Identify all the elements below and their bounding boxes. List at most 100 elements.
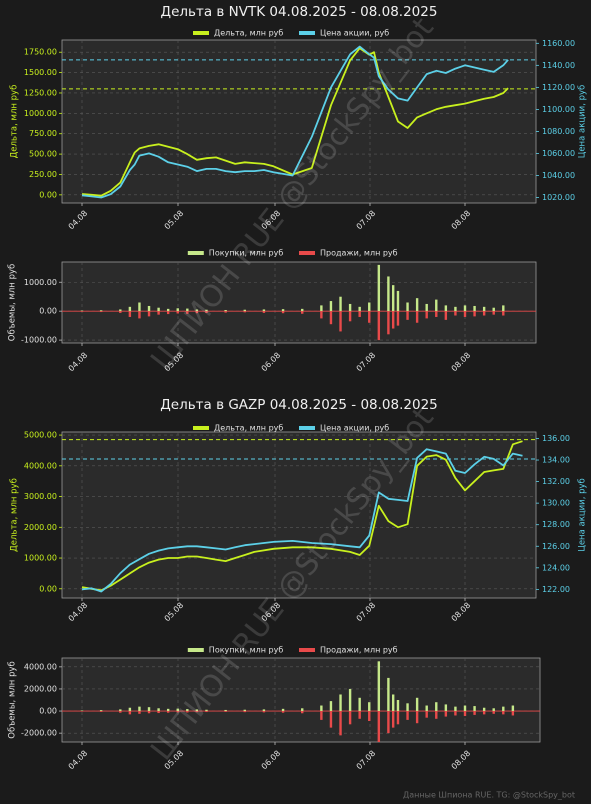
gazp-volume-chart-ytick-label: 0.00 xyxy=(39,707,57,716)
nvtk-delta-chart-ytick-label: 750.00 xyxy=(29,129,57,138)
nvtk-volume-chart-sell-bar xyxy=(186,311,189,314)
gazp-volume-chart-buy-bar xyxy=(147,707,151,712)
gazp-volume-chart-sell-bar xyxy=(368,711,371,721)
gazp-volume-chart-sell-bar xyxy=(186,711,189,713)
nvtk-delta-chart-ylabel: Дельта, млн руб xyxy=(10,85,20,159)
nvtk-volume-chart-buy-bar xyxy=(339,296,342,312)
nvtk-delta-chart-ytick-right-label: 1080.00 xyxy=(542,127,575,136)
gazp-volume-chart-buy-bar xyxy=(195,709,199,712)
nvtk-volume-chart-ylabel: Объемы, млн руб xyxy=(8,264,18,341)
nvtk-volume-chart-buy-bar xyxy=(368,302,371,312)
nvtk-volume-chart-buy-bar xyxy=(128,306,132,312)
nvtk-delta-chart-ytick-right-label: 1100.00 xyxy=(542,105,575,114)
gazp-delta-chart-ytick-right-label: 126.00 xyxy=(542,542,570,551)
nvtk-volume-chart-buy-bar xyxy=(463,305,467,312)
nvtk-delta-chart-ytick-label: 1500.00 xyxy=(24,68,57,77)
nvtk-volume-chart-sell-bar xyxy=(348,311,352,322)
gazp-volume-chart-sell-bar xyxy=(224,711,227,712)
nvtk-volume-chart-sell-bar xyxy=(329,311,333,325)
gazp-delta-chart-ytick-label: 0.00 xyxy=(39,584,57,593)
gazp-volume-chart-buy-bar xyxy=(281,708,285,712)
nvtk-volume-chart-sell-bar xyxy=(301,311,304,314)
gazp-delta-chart-title: Дельта в GAZP 04.08.2025 - 08.08.2025 xyxy=(160,397,438,413)
gazp-volume-chart-sell-bar xyxy=(358,711,361,719)
nvtk-volume-chart-buy-bar xyxy=(157,307,160,312)
gazp-volume-chart-sell-bar xyxy=(80,711,84,712)
gazp-delta-chart-legend-label: Дельта, млн руб xyxy=(214,424,283,433)
nvtk-delta-chart-ytick-right-label: 1040.00 xyxy=(542,171,575,180)
gazp-volume-chart-buy-bar xyxy=(473,706,476,712)
nvtk-volume-chart-buy-bar xyxy=(377,264,381,312)
nvtk-delta-chart-ytick-label: 1000.00 xyxy=(24,109,57,118)
nvtk-volume-chart-sell-bar xyxy=(377,311,381,341)
gazp-volume-chart-ytick-label: 2000.00 xyxy=(24,684,57,693)
nvtk-volume-chart-sell-bar xyxy=(224,311,227,313)
gazp-volume-chart-sell-bar xyxy=(320,711,323,720)
gazp-volume-chart-buy-bar xyxy=(391,694,395,712)
gazp-volume-chart-ytick-label: 4000.00 xyxy=(24,662,57,671)
gazp-volume-chart-buy-bar xyxy=(119,709,122,712)
nvtk-delta-chart-ytick-right-label: 1020.00 xyxy=(542,193,575,202)
nvtk-delta-chart-legend-label: Цена акции, руб xyxy=(320,29,389,38)
nvtk-delta-chart-ytick-label: 1750.00 xyxy=(24,48,57,57)
gazp-volume-chart-buy-bar xyxy=(128,707,132,712)
nvtk-volume-chart-sell-bar xyxy=(482,311,486,316)
gazp-volume-chart-buy-bar xyxy=(99,710,103,712)
nvtk-volume-chart-sell-bar xyxy=(119,311,122,313)
gazp-delta-chart-ylabel: Дельта, млн руб xyxy=(10,478,20,552)
gazp-volume-chart-buy-bar xyxy=(435,702,438,712)
nvtk-volume-chart-sell-bar xyxy=(243,311,246,313)
gazp-volume-chart-buy-bar xyxy=(454,706,457,712)
nvtk-volume-chart-buy-bar xyxy=(301,308,304,312)
nvtk-volume-chart-sell-bar xyxy=(176,311,179,314)
gazp-volume-chart-buy-bar xyxy=(157,708,160,712)
gazp-volume-chart-sell-bar xyxy=(463,711,467,717)
nvtk-volume-chart-buy-bar xyxy=(119,309,122,312)
nvtk-volume-chart-buy-bar xyxy=(358,306,361,312)
nvtk-volume-chart-buy-bar xyxy=(80,310,84,312)
gazp-volume-chart-buy-bar xyxy=(463,705,467,712)
nvtk-volume-chart-sell-bar xyxy=(444,311,448,320)
nvtk-volume-chart-buy-bar xyxy=(473,305,476,312)
nvtk-volume-chart-buy-bar xyxy=(262,309,266,312)
nvtk-volume-chart-sell-bar xyxy=(138,311,141,319)
nvtk-delta-chart-ytick-right-label: 1060.00 xyxy=(542,149,575,158)
nvtk-volume-chart-buy-bar xyxy=(348,303,352,312)
nvtk-volume-chart-sell-bar xyxy=(166,311,170,315)
nvtk-volume-chart-sell-bar xyxy=(195,311,199,314)
gazp-volume-chart-buy-bar xyxy=(301,708,304,712)
nvtk-volume-chart-buy-bar xyxy=(444,305,448,312)
gazp-volume-chart-buy-bar xyxy=(492,708,495,712)
gazp-volume-chart-buy-bar xyxy=(339,694,342,712)
gazp-volume-chart-legend-label: Продажи, млн руб xyxy=(320,646,398,655)
gazp-volume-chart-sell-bar xyxy=(128,711,132,715)
gazp-delta-chart-ylabel-right: Цена акции, руб xyxy=(578,478,588,552)
nvtk-volume-chart-buy-bar xyxy=(224,310,227,312)
nvtk-delta-chart-ytick-right-label: 1160.00 xyxy=(542,39,575,48)
gazp-volume-chart-sell-bar xyxy=(425,711,428,718)
gazp-volume-chart-buy-bar xyxy=(166,708,170,712)
gazp-volume-chart-sell-bar xyxy=(195,711,199,713)
gazp-volume-chart-sell-bar xyxy=(396,711,400,725)
nvtk-volume-chart-sell-bar xyxy=(387,311,390,335)
nvtk-volume-chart-buy-bar xyxy=(396,290,400,312)
nvtk-volume-chart-legend-swatch xyxy=(299,251,315,255)
nvtk-volume-chart-buy-bar xyxy=(243,309,246,312)
gazp-volume-chart-sell-bar xyxy=(138,711,141,714)
gazp-volume-chart-sell-bar xyxy=(435,711,438,719)
gazp-volume-chart-sell-bar xyxy=(473,711,476,715)
nvtk-volume-chart-buy-bar xyxy=(387,276,390,312)
nvtk-volume-chart-sell-bar xyxy=(368,311,371,323)
nvtk-delta-chart-ytick-label: 0.00 xyxy=(39,190,57,199)
gazp-delta-chart-ytick-right-label: 122.00 xyxy=(542,585,570,594)
nvtk-volume-chart-sell-bar xyxy=(396,311,400,326)
nvtk-delta-chart-legend-swatch xyxy=(299,31,315,35)
nvtk-delta-chart-price-series-line xyxy=(81,45,509,199)
nvtk-volume-chart-plot-area xyxy=(61,261,537,344)
gazp-volume-chart-buy-bar xyxy=(377,661,381,712)
nvtk-volume-chart-sell-bar xyxy=(454,311,457,316)
gazp-volume-chart-sell-bar xyxy=(147,711,151,714)
gazp-volume-chart-sell-bar xyxy=(511,711,515,716)
nvtk-delta-chart-ytick-label: 500.00 xyxy=(29,150,57,159)
